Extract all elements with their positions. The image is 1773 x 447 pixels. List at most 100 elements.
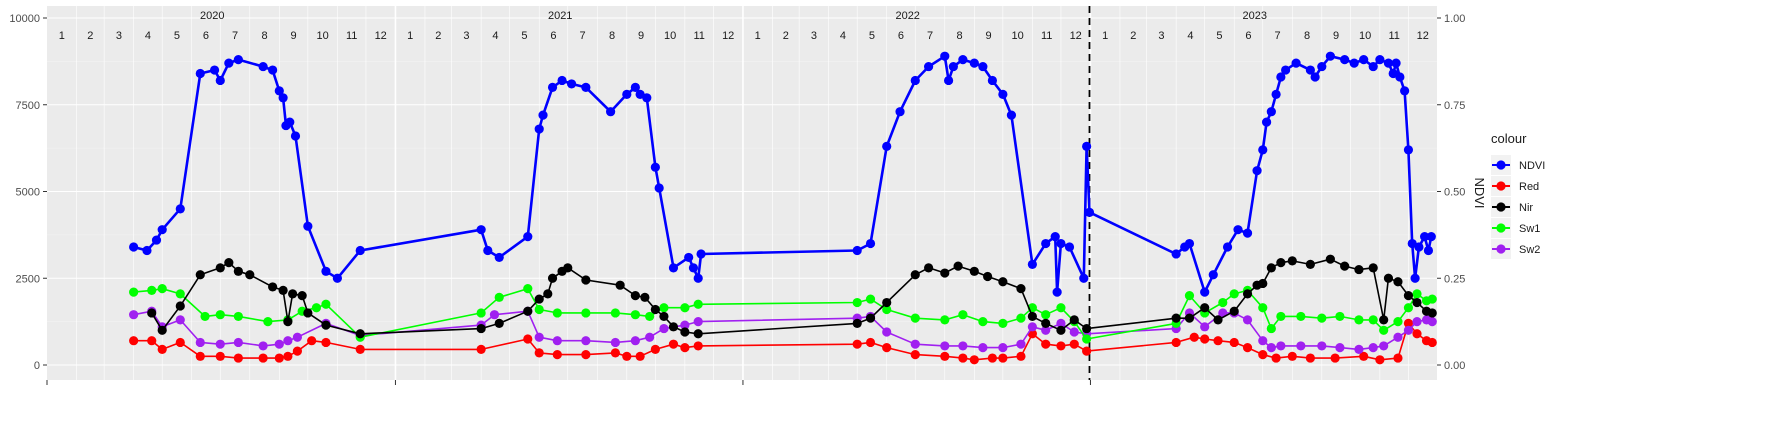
data-point-ndvi xyxy=(852,245,862,256)
data-point-nir xyxy=(1171,313,1181,323)
data-point-nir xyxy=(534,294,544,304)
data-point-nir xyxy=(1412,297,1422,308)
data-point-sw2 xyxy=(258,341,268,351)
data-point-ndvi xyxy=(654,183,664,193)
right-tick-label: 0.00 xyxy=(1444,360,1465,372)
legend-item-sw1: Sw1 xyxy=(1491,218,1540,238)
data-point-nir xyxy=(1325,254,1335,264)
data-point-ndvi xyxy=(943,75,954,86)
data-point-sw1 xyxy=(321,299,331,309)
left-tick-label: 7500 xyxy=(16,100,40,112)
data-point-sw2 xyxy=(1335,343,1345,353)
data-point-ndvi xyxy=(476,225,486,235)
data-point-ndvi xyxy=(157,225,167,235)
data-point-sw2 xyxy=(1379,341,1389,351)
data-point-sw2 xyxy=(195,337,205,348)
month-label: 9 xyxy=(986,30,992,42)
data-point-nir xyxy=(355,329,365,339)
data-point-ndvi xyxy=(1310,72,1320,82)
data-point-ndvi xyxy=(1027,259,1037,269)
data-point-sw2 xyxy=(581,336,591,346)
data-point-ndvi xyxy=(1391,58,1401,68)
data-point-red xyxy=(523,334,533,344)
data-point-sw1 xyxy=(129,287,139,297)
data-point-ndvi xyxy=(1050,232,1060,242)
month-label: 1 xyxy=(1102,30,1108,42)
legend-key-point xyxy=(1496,244,1506,254)
data-point-sw1 xyxy=(1276,311,1286,322)
data-point-ndvi xyxy=(882,141,892,151)
data-point-nir xyxy=(615,280,625,290)
data-point-ndvi xyxy=(940,51,950,61)
month-label: 3 xyxy=(1158,30,1164,42)
data-point-ndvi xyxy=(215,75,225,86)
month-label: 4 xyxy=(492,30,498,42)
data-point-sw2 xyxy=(1427,317,1437,327)
data-point-sw1 xyxy=(1427,294,1437,304)
year-label: 2023 xyxy=(1242,10,1266,22)
data-point-red xyxy=(987,353,997,363)
data-point-red xyxy=(882,343,892,353)
month-label: 1 xyxy=(59,30,65,42)
data-point-sw2 xyxy=(1200,322,1210,332)
data-point-red xyxy=(958,353,968,363)
data-point-red xyxy=(650,344,660,354)
month-label: 8 xyxy=(261,30,267,42)
year-label: 2020 xyxy=(200,10,224,22)
data-point-sw1 xyxy=(147,285,157,295)
data-point-red xyxy=(534,348,544,358)
month-label: 11 xyxy=(1388,30,1399,42)
data-point-sw2 xyxy=(680,320,690,330)
data-point-ndvi xyxy=(1079,273,1089,283)
month-label: 7 xyxy=(232,30,238,42)
data-point-sw1 xyxy=(581,308,591,318)
month-label: 7 xyxy=(927,30,933,42)
data-point-sw1 xyxy=(978,317,988,327)
month-label: 3 xyxy=(116,30,122,42)
data-point-sw1 xyxy=(263,317,273,327)
data-point-sw2 xyxy=(1403,325,1414,335)
data-point-sw1 xyxy=(523,284,533,294)
data-point-nir xyxy=(283,317,293,327)
right-tick-label: 0.50 xyxy=(1444,187,1465,199)
data-point-ndvi xyxy=(910,75,920,86)
data-point-sw1 xyxy=(476,308,486,318)
data-point-ndvi xyxy=(1252,166,1262,176)
data-point-sw2 xyxy=(1056,318,1066,328)
data-point-ndvi xyxy=(268,65,278,75)
data-point-nir xyxy=(1200,303,1210,313)
data-point-red xyxy=(1069,339,1079,349)
data-point-sw1 xyxy=(1056,303,1066,313)
data-point-ndvi xyxy=(924,61,934,72)
month-label: 2 xyxy=(435,30,441,42)
data-point-ndvi xyxy=(978,61,988,72)
data-point-sw1 xyxy=(865,294,876,304)
data-point-nir xyxy=(1056,325,1066,335)
data-point-nir xyxy=(1403,291,1414,301)
data-point-nir xyxy=(983,271,993,282)
month-label: 5 xyxy=(1216,30,1222,42)
data-point-sw1 xyxy=(1016,313,1026,323)
data-point-sw1 xyxy=(693,299,703,309)
data-point-red xyxy=(1200,334,1210,344)
data-point-nir xyxy=(659,311,669,322)
data-point-red xyxy=(910,349,920,360)
data-point-sw1 xyxy=(680,303,690,313)
month-label: 7 xyxy=(579,30,585,42)
data-point-sw2 xyxy=(1368,343,1378,353)
data-point-red xyxy=(1271,353,1281,363)
data-point-red xyxy=(292,346,302,356)
data-point-sw2 xyxy=(1069,327,1079,337)
data-point-sw2 xyxy=(1027,322,1037,332)
data-point-ndvi xyxy=(1400,86,1410,96)
data-point-red xyxy=(1056,341,1066,351)
data-point-ndvi xyxy=(523,232,533,242)
data-point-nir xyxy=(288,289,298,299)
data-point-nir xyxy=(680,327,690,337)
data-point-red xyxy=(1305,353,1315,363)
data-point-red xyxy=(1171,337,1181,348)
data-point-sw2 xyxy=(129,310,139,320)
data-point-sw1 xyxy=(1393,317,1403,327)
data-point-ndvi xyxy=(303,221,313,231)
data-point-sw1 xyxy=(200,311,210,322)
